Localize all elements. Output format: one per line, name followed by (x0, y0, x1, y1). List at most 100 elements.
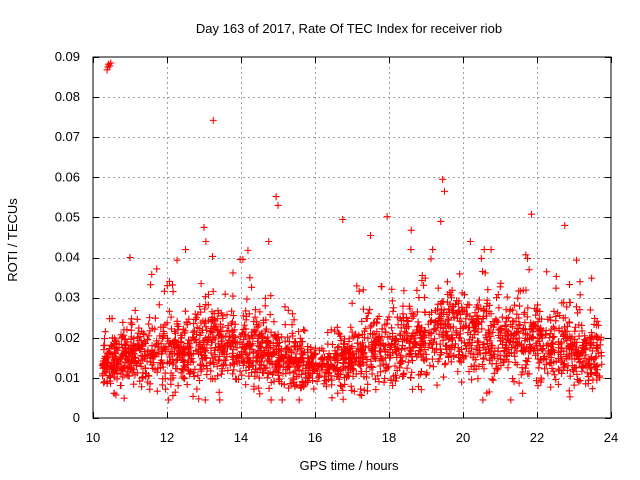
data-point (543, 268, 551, 276)
data-point (357, 344, 365, 352)
data-point (200, 352, 208, 360)
data-point (154, 339, 162, 347)
data-point (229, 370, 237, 378)
data-point (489, 328, 497, 336)
data-point (202, 346, 210, 354)
data-point (136, 344, 144, 352)
data-point (596, 374, 604, 382)
data-point (435, 355, 443, 363)
data-point (552, 376, 560, 384)
data-point (281, 303, 289, 311)
data-point (534, 382, 542, 390)
data-point (119, 318, 127, 326)
data-point (570, 351, 578, 359)
data-point (388, 297, 396, 305)
data-point (318, 354, 326, 362)
data-point (150, 349, 158, 357)
data-point (384, 363, 392, 371)
data-point (576, 377, 584, 385)
data-point (381, 328, 389, 336)
data-point (541, 353, 549, 360)
data-point (565, 319, 573, 327)
data-point (439, 328, 447, 336)
data-point (280, 381, 288, 389)
data-point (169, 361, 177, 369)
data-point (222, 332, 230, 340)
data-point (398, 335, 406, 343)
data-point (384, 333, 392, 341)
data-point (398, 346, 406, 354)
data-point (524, 347, 532, 355)
data-point (201, 293, 209, 301)
data-point (304, 346, 312, 354)
data-point (114, 360, 122, 368)
data-point (228, 352, 236, 360)
data-point (498, 340, 506, 348)
data-point (195, 395, 203, 403)
data-point (372, 355, 380, 363)
data-point (480, 340, 488, 348)
data-point (501, 322, 509, 330)
data-point (381, 367, 389, 375)
data-point (560, 331, 568, 339)
data-point (230, 312, 238, 320)
data-point (175, 346, 183, 354)
x-tick-label: 22 (530, 430, 544, 445)
data-point (320, 347, 328, 355)
data-point (482, 331, 490, 339)
data-point (471, 322, 479, 330)
data-point (454, 309, 462, 317)
data-point (438, 349, 446, 357)
data-point (119, 365, 127, 373)
data-point (229, 318, 237, 326)
data-point (223, 311, 231, 319)
data-point (255, 331, 263, 339)
data-point (311, 344, 319, 352)
data-point (211, 375, 219, 383)
data-point (299, 367, 307, 375)
x-tick-label: 10 (86, 430, 100, 445)
data-point (413, 341, 421, 349)
data-point (598, 360, 606, 368)
data-point (251, 313, 259, 321)
data-point (333, 373, 341, 381)
data-point (575, 321, 583, 329)
data-point (454, 344, 462, 352)
data-point (480, 246, 488, 254)
data-point (356, 391, 364, 399)
data-point (355, 331, 363, 339)
data-point (558, 369, 566, 377)
data-point (384, 316, 392, 324)
data-point (402, 352, 410, 360)
data-point (278, 396, 286, 404)
data-point (276, 355, 284, 363)
data-point (455, 297, 463, 305)
data-point (428, 344, 436, 352)
data-point (215, 357, 223, 365)
data-point (372, 334, 380, 342)
data-point (184, 356, 192, 364)
data-point (224, 366, 232, 374)
data-point (485, 307, 493, 315)
data-point (340, 340, 348, 348)
data-point (571, 327, 579, 335)
data-point (547, 383, 555, 391)
data-point (312, 365, 320, 373)
data-point (112, 339, 120, 347)
data-point (548, 325, 556, 333)
data-point-outlier (209, 116, 217, 124)
data-point (538, 345, 546, 353)
data-point-outlier (200, 223, 208, 231)
data-point (162, 385, 170, 393)
data-point (511, 301, 519, 309)
data-point-outlier (466, 238, 474, 246)
data-point (267, 292, 275, 300)
data-point (110, 389, 118, 397)
data-point (232, 375, 240, 383)
data-point (560, 299, 568, 307)
data-point (595, 349, 603, 357)
y-tick-labels: 0 0.01 0.02 0.03 0.04 0.05 0.06 0.07 0.08 0.09 (55, 49, 80, 425)
data-point (383, 320, 391, 328)
data-point (486, 301, 494, 309)
data-point (290, 342, 298, 350)
